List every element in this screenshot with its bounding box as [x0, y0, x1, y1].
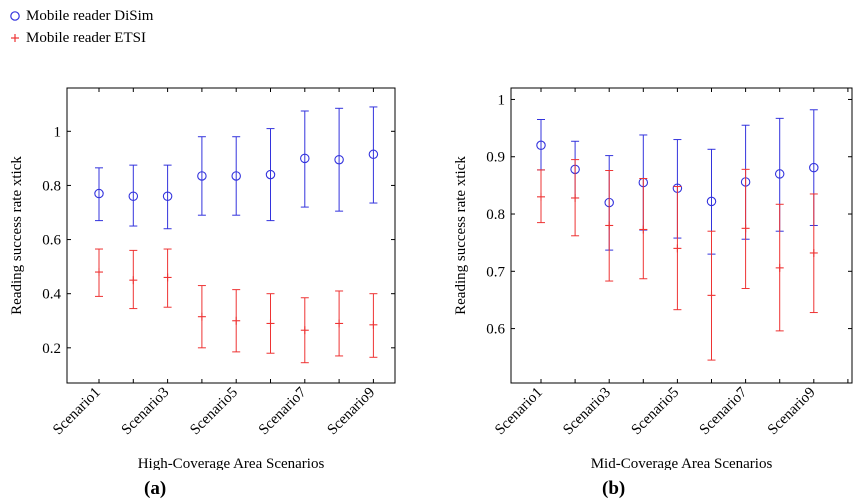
chart-panel-a: 0.2 0.4 0.6 0.8 1 Scenario1 Scenario3 Scenario5…: [9, 87, 396, 470]
y-tick-label: 0.2: [42, 341, 61, 357]
y-tick-label: 0.6: [42, 233, 61, 249]
data-point: [265, 169, 276, 180]
y-tick-label: 0.6: [486, 322, 505, 338]
x-tick-label: Scenario7: [256, 384, 310, 438]
data-point: [706, 196, 717, 207]
x-tick-label: Scenario9: [324, 385, 378, 439]
data-point: [128, 191, 139, 202]
y-tick-label: 1: [498, 92, 506, 108]
figure-canvas: 0.2 0.4 0.6 0.8 1 Scenario1 Scenario3 Scenario5…: [9, 87, 853, 470]
y-tick-label: 0.9: [486, 150, 505, 166]
data-point: [368, 149, 379, 160]
x-tick-label: Scenario9: [765, 385, 819, 439]
x-tick-label: Scenario7: [697, 384, 751, 438]
y-axis-label: Reading success rate xtick: [453, 156, 469, 315]
x-tick-label: Scenario3: [119, 385, 173, 439]
legend-item-disim: Mobile reader DiSim: [8, 5, 238, 27]
data-point: [300, 153, 310, 164]
legend-label-disim: Mobile reader DiSim: [26, 7, 154, 24]
data-point: [536, 140, 546, 151]
y-tick-label: 0.7: [486, 264, 505, 280]
y-tick-label: 1: [54, 124, 62, 140]
x-tick-label: Scenario3: [560, 385, 614, 439]
plot-frame: [66, 87, 396, 384]
circle-marker-icon: [10, 11, 20, 21]
chart-panel-b: 0.6 0.7 0.8 0.9 1 Scenario1 Scenario3 Scenario5…: [453, 87, 853, 470]
series-etsi: [95, 248, 378, 364]
plus-marker-icon: [11, 34, 19, 42]
data-point: [231, 171, 241, 181]
data-point: [334, 154, 344, 165]
y-tick-label: 0.4: [42, 287, 61, 303]
data-point: [162, 191, 173, 202]
plot-frame: [510, 87, 853, 384]
y-tick-label: 0.8: [42, 178, 61, 194]
x-axis-label: Mid-Coverage Area Scenarios: [591, 456, 773, 470]
x-tick-label: Scenario5: [187, 385, 241, 439]
data-point: [809, 162, 819, 173]
legend-label-etsi: Mobile reader ETSI: [26, 29, 146, 46]
x-tick-label: Scenario1: [492, 385, 546, 439]
y-tick-label: 0.8: [486, 207, 505, 223]
data-point: [197, 171, 207, 181]
x-tick-label: Scenario5: [628, 385, 682, 439]
legend: Mobile reader DiSim Mobile reader ETSI: [8, 5, 238, 55]
data-point: [774, 169, 785, 179]
data-point: [94, 188, 104, 199]
x-tick-label: Scenario1: [50, 385, 104, 439]
y-axis-label: Reading success rate xtick: [9, 156, 25, 315]
series-disim: [94, 106, 379, 230]
subfigure-label-b: (b): [602, 478, 626, 499]
legend-item-etsi: Mobile reader ETSI: [8, 27, 238, 49]
x-axis-label: High-Coverage Area Scenarios: [138, 456, 325, 470]
series-etsi: [537, 159, 818, 361]
subfigure-label-a: (a): [144, 478, 167, 499]
